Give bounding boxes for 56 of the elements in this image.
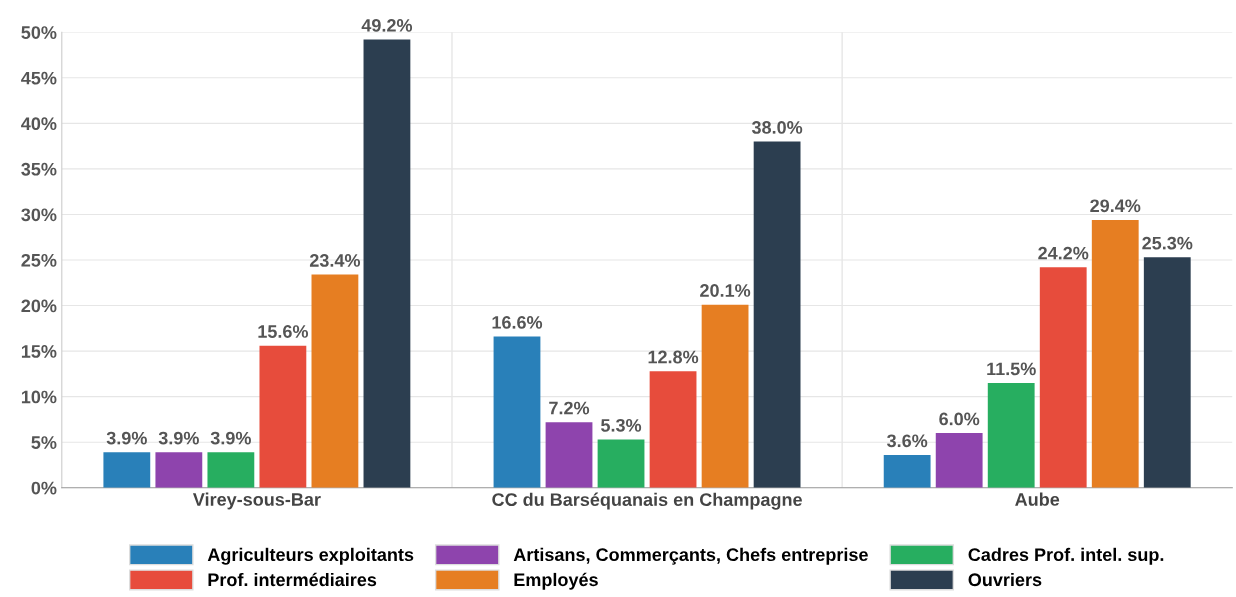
bar (649, 371, 697, 488)
data-label: 20.1% (700, 284, 751, 297)
y-tick-label: 40% (21, 117, 57, 131)
x-tick-label: Aube (1015, 492, 1060, 506)
bar (1091, 219, 1139, 488)
data-label: 29.4% (1090, 199, 1141, 213)
x-tick-label: Virey-sous-Bar (192, 492, 321, 510)
y-tick-label: 25% (21, 253, 57, 267)
bar (701, 304, 749, 488)
legend-label: Cadres Prof. intel. sup. (968, 547, 1164, 565)
bar (103, 452, 151, 488)
bar (1039, 267, 1087, 488)
data-label: 38.0% (751, 121, 803, 134)
y-tick-label: 20% (21, 299, 57, 313)
bar (493, 336, 541, 488)
legend-label: Artisans, Commerçants, Chefs entreprise (513, 547, 868, 565)
bar (1143, 257, 1191, 488)
data-label: 5.3% (601, 418, 642, 432)
legend-label: Ouvriers (968, 572, 1042, 587)
legend-label: Employés (514, 572, 598, 590)
bar (259, 345, 307, 488)
legend-label: Agriculteurs exploitants (207, 547, 414, 565)
y-tick-label: 50% (21, 26, 57, 39)
bar (207, 452, 255, 488)
y-tick-label: 45% (21, 71, 57, 85)
x-tick-label: CC du Barséquanais en Champagne (492, 492, 802, 510)
bar (987, 382, 1035, 488)
y-tick-label: 15% (21, 345, 57, 358)
data-label: 23.4% (309, 254, 361, 267)
bar (155, 452, 203, 488)
data-label: 24.2% (1038, 246, 1089, 260)
data-label: 25.3% (1142, 236, 1193, 250)
data-label: 49.2% (361, 19, 413, 32)
data-label: 11.5% (987, 362, 1036, 376)
y-tick-label: 30% (21, 208, 57, 222)
bar (545, 422, 593, 488)
y-tick-label: 10% (21, 390, 57, 404)
data-label: 3.6% (886, 434, 928, 448)
y-tick-label: 0% (31, 481, 57, 495)
legend-label: Prof. intermédiaires (208, 572, 377, 587)
bar (883, 454, 931, 488)
bar (597, 439, 645, 488)
y-tick-label: 35% (21, 162, 57, 176)
data-label: 3.9% (210, 431, 251, 445)
data-label: 15.6% (258, 325, 309, 338)
y-tick-label: 5% (31, 436, 57, 449)
data-label: 3.9% (106, 431, 147, 445)
data-label: 3.9% (158, 431, 199, 445)
data-label: 16.6% (492, 316, 543, 329)
data-label: 7.2% (549, 401, 590, 415)
data-label: 6.0% (939, 412, 980, 426)
data-label: 12.8% (648, 350, 699, 364)
bar (311, 274, 359, 488)
bar (935, 433, 983, 488)
bar (363, 39, 411, 488)
bar (753, 141, 801, 488)
